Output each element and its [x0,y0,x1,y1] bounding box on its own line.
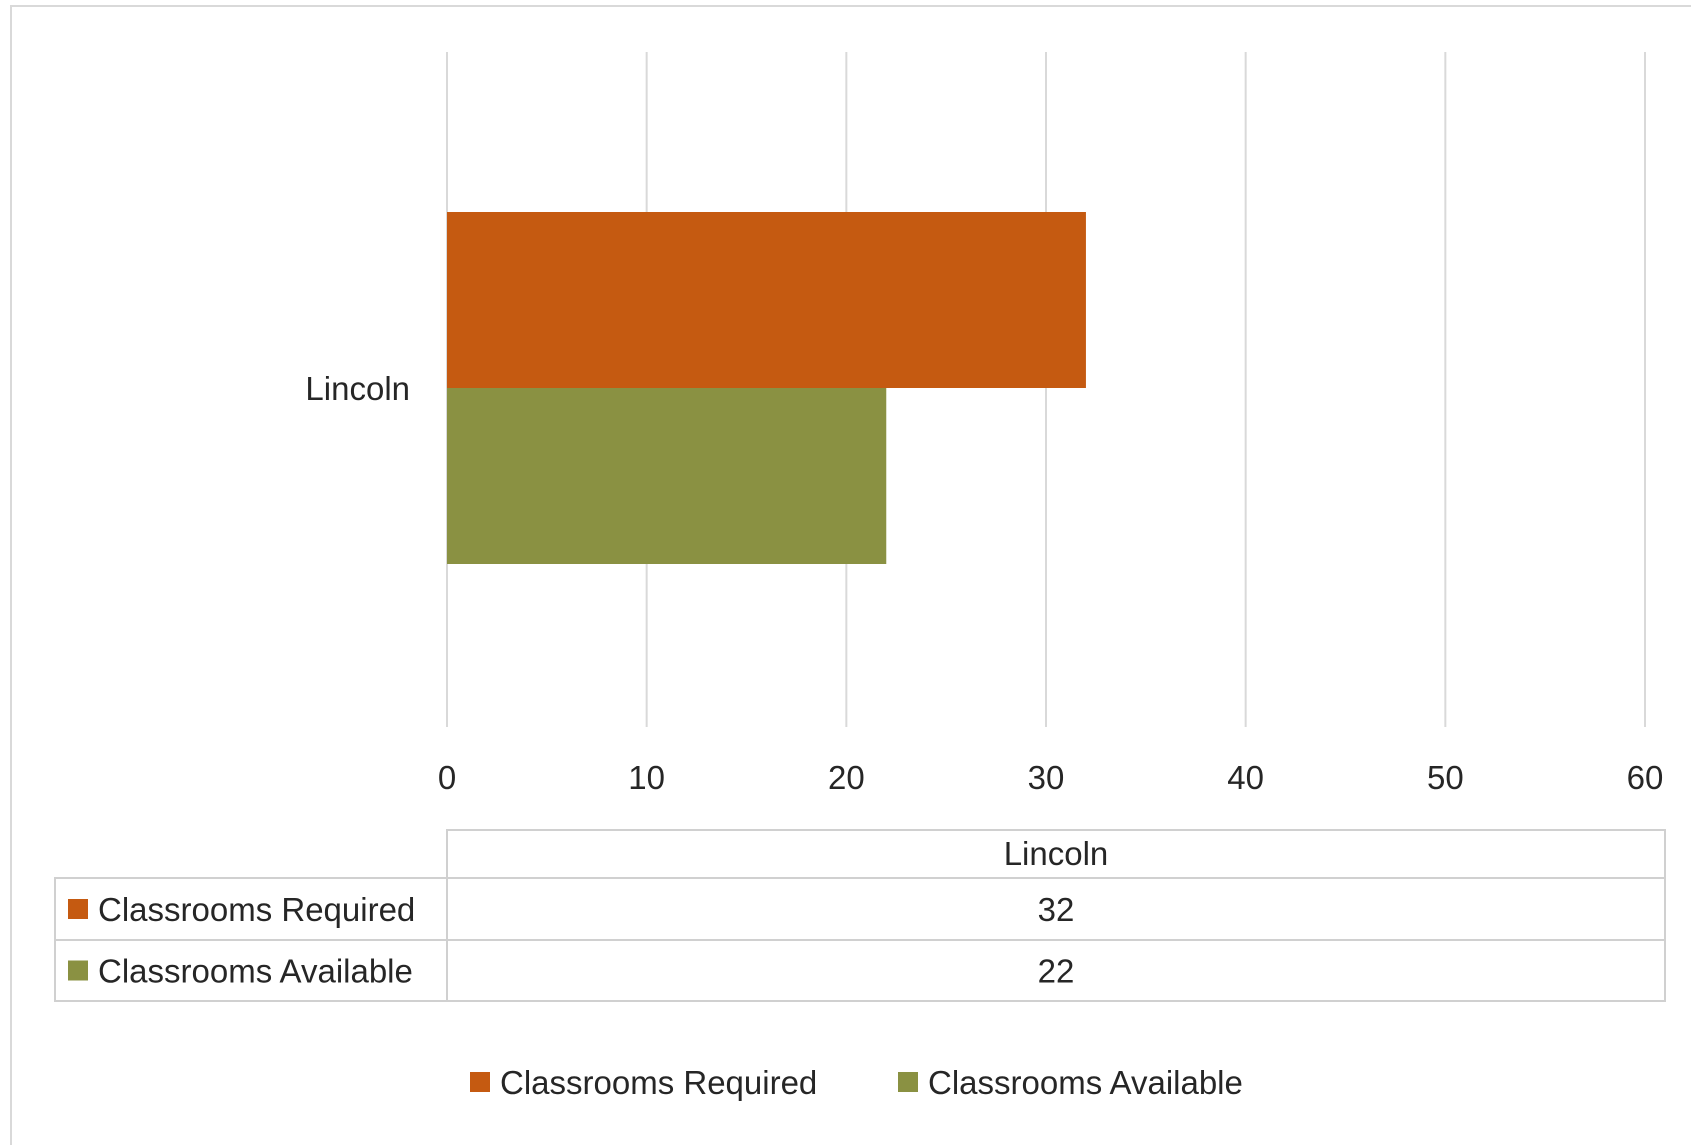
legend: Classrooms Required Classrooms Available [470,1064,1243,1101]
chart-frame [10,5,1691,1145]
category-label-layer: Lincoln [305,370,410,407]
legend-swatch [898,1072,918,1092]
x-tick-label: 40 [1227,759,1264,796]
x-tick-label: 10 [628,759,665,796]
category-label: Lincoln [305,370,410,407]
table-value: 32 [1038,891,1075,928]
table-series-name: Classrooms Required [98,891,415,928]
legend-label: Classrooms Required [500,1064,817,1101]
table-value: 22 [1038,953,1075,990]
legend-swatch [470,1072,490,1092]
x-tick-label: 20 [828,759,865,796]
bar-classrooms-available [447,388,887,564]
bar-layer [447,212,1086,564]
x-tick-label: 60 [1627,759,1664,796]
table-legend-key [68,960,88,981]
bar-classrooms-required [447,212,1086,388]
x-tick-label: 0 [438,759,456,796]
x-tick-label: 30 [1028,759,1065,796]
table-series-name: Classrooms Available [98,953,413,990]
legend-label: Classrooms Available [928,1064,1243,1101]
table-header-label: Lincoln [1004,835,1109,872]
data-table: Lincoln Classrooms Required 32 Classrooms A… [54,829,1666,1002]
tick-label-layer: 0 10 20 30 40 50 60 [438,759,1664,796]
table-legend-key [68,899,88,919]
x-tick-label: 50 [1427,759,1464,796]
table-value-cell [446,939,1666,1002]
